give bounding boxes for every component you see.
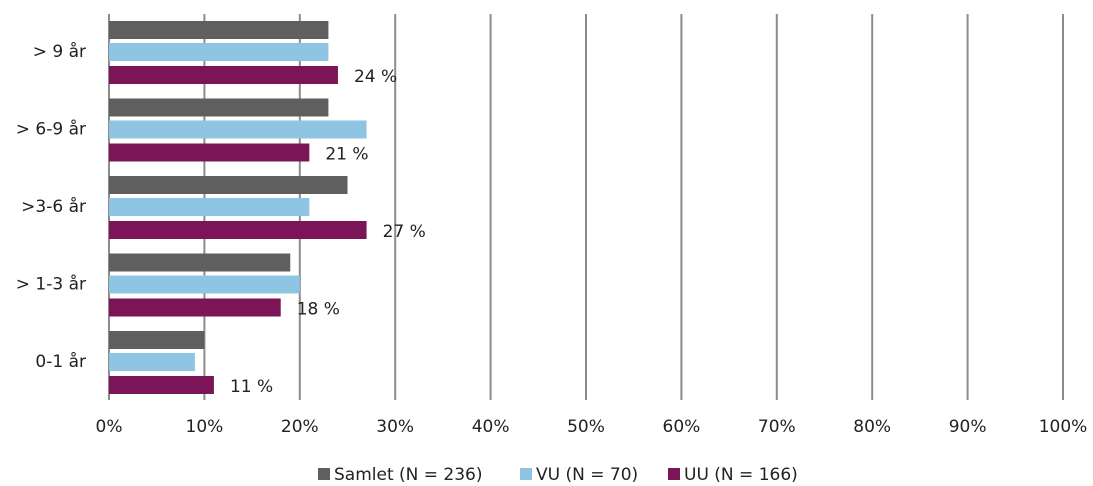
data-label: 11 % bbox=[230, 377, 273, 397]
data-label: 18 % bbox=[297, 300, 340, 320]
bar bbox=[109, 98, 329, 117]
bar bbox=[109, 353, 195, 371]
x-tick-label: 60% bbox=[663, 417, 701, 437]
x-tick-label: 40% bbox=[472, 417, 510, 437]
x-tick-label: 20% bbox=[281, 417, 319, 437]
bar bbox=[109, 21, 329, 39]
data-label: 21 % bbox=[325, 145, 368, 165]
x-tick-label: 30% bbox=[376, 417, 414, 437]
legend-label: UU (N = 166) bbox=[684, 465, 798, 485]
legend-swatch bbox=[668, 468, 680, 480]
bar bbox=[109, 253, 291, 272]
x-tick-label: 50% bbox=[567, 417, 605, 437]
bar bbox=[109, 198, 310, 216]
x-tick-label: 80% bbox=[853, 417, 891, 437]
bar bbox=[109, 331, 205, 349]
y-tick-label: > 1-3 år bbox=[16, 274, 86, 295]
bar bbox=[109, 143, 310, 162]
x-tick-label: 10% bbox=[186, 417, 224, 437]
bar bbox=[109, 221, 367, 239]
y-tick-label: > 9 år bbox=[33, 41, 86, 62]
y-tick-label: 0-1 år bbox=[35, 351, 86, 372]
bar bbox=[109, 376, 214, 394]
x-tick-label: 90% bbox=[949, 417, 987, 437]
y-tick-label: >3-6 år bbox=[21, 196, 86, 217]
y-tick-label: > 6-9 år bbox=[16, 119, 86, 140]
bar bbox=[109, 43, 329, 61]
x-tick-label: 0% bbox=[96, 417, 123, 437]
bar bbox=[109, 176, 348, 194]
legend-swatch bbox=[318, 468, 330, 480]
data-label: 27 % bbox=[383, 222, 426, 242]
x-tick-label: 70% bbox=[758, 417, 796, 437]
data-label: 24 % bbox=[354, 67, 397, 87]
legend-label: Samlet (N = 236) bbox=[334, 465, 483, 485]
bar bbox=[109, 298, 281, 317]
legend-label: VU (N = 70) bbox=[536, 465, 638, 485]
legend-swatch bbox=[520, 468, 532, 480]
bar bbox=[109, 66, 338, 84]
x-tick-label: 100% bbox=[1039, 417, 1088, 437]
bar bbox=[109, 275, 300, 294]
bar bbox=[109, 120, 367, 139]
